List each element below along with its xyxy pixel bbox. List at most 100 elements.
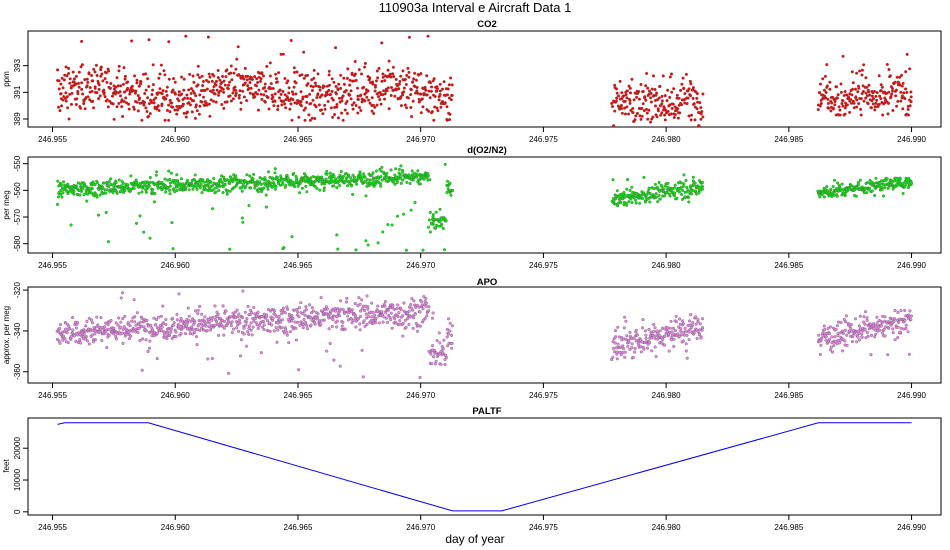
data-point	[866, 181, 870, 185]
data-point	[151, 88, 155, 92]
data-point	[87, 342, 91, 346]
data-point	[188, 103, 193, 107]
data-point	[430, 344, 435, 348]
data-point	[246, 330, 250, 334]
data-point	[628, 101, 632, 105]
data-point	[874, 94, 878, 98]
data-point	[119, 189, 123, 193]
data-point	[699, 117, 703, 121]
data-point	[855, 71, 859, 75]
data-point	[843, 106, 847, 110]
data-point	[282, 246, 286, 250]
x-tick-label: 246.985	[774, 523, 803, 532]
data-point	[642, 175, 646, 179]
data-point	[864, 96, 868, 100]
data-point	[424, 304, 428, 308]
data-point	[56, 195, 61, 199]
data-point	[382, 315, 386, 319]
plot-frame	[27, 156, 942, 254]
data-point	[77, 85, 81, 89]
data-point	[824, 335, 828, 339]
data-point	[261, 319, 265, 324]
data-point	[206, 35, 210, 39]
data-point	[402, 90, 406, 94]
data-point	[653, 104, 658, 108]
data-point	[658, 84, 662, 89]
data-point	[332, 358, 336, 362]
data-point	[845, 333, 849, 337]
data-point	[193, 178, 197, 182]
data-point	[845, 343, 849, 347]
data-point	[419, 72, 423, 76]
data-point	[256, 80, 260, 85]
data-point	[386, 223, 390, 227]
data-point	[901, 181, 905, 185]
y-axis-label: approx. per meg	[2, 306, 11, 364]
data-point	[335, 315, 339, 319]
data-point	[280, 318, 285, 322]
data-point	[336, 88, 340, 92]
x-tick-label: 246.970	[406, 261, 435, 270]
data-point	[189, 87, 193, 91]
data-point	[845, 103, 849, 107]
data-point	[310, 306, 314, 310]
data-point	[401, 170, 405, 174]
data-point	[689, 94, 693, 98]
data-point	[304, 184, 308, 188]
data-point	[248, 80, 252, 85]
data-point	[357, 105, 362, 110]
data-point	[631, 110, 635, 115]
data-point	[126, 80, 130, 84]
data-point	[426, 174, 430, 178]
data-point	[425, 74, 429, 78]
data-point	[618, 79, 622, 83]
data-point	[410, 296, 414, 301]
data-point	[898, 176, 902, 180]
data-point	[426, 225, 431, 229]
data-point	[413, 312, 417, 316]
data-point	[647, 186, 651, 190]
data-point	[158, 72, 162, 76]
data-point	[348, 179, 352, 183]
data-point	[352, 79, 356, 83]
data-point	[634, 114, 638, 118]
data-point	[71, 328, 75, 332]
data-point	[188, 72, 192, 76]
data-point	[256, 326, 260, 331]
data-point	[79, 341, 83, 345]
data-point	[185, 178, 190, 182]
data-point	[658, 329, 662, 333]
data-point	[893, 179, 897, 183]
data-point	[273, 309, 277, 313]
data-point	[117, 316, 121, 320]
data-point	[844, 314, 848, 318]
axis-ticks: 246.955 246.960 246.965 246.970 246.975 246.9…	[13, 155, 927, 270]
data-point	[273, 92, 277, 96]
data-point	[160, 102, 164, 106]
data-point	[883, 334, 887, 338]
data-point	[693, 181, 697, 185]
data-point	[622, 190, 626, 195]
data-point	[844, 320, 848, 324]
data-point	[411, 308, 415, 312]
data-point	[119, 320, 123, 324]
data-point	[430, 362, 434, 366]
data-point	[680, 192, 684, 197]
data-point	[891, 327, 895, 331]
data-point	[88, 86, 92, 90]
data-point	[173, 80, 177, 84]
data-point	[67, 117, 71, 121]
data-point	[387, 107, 391, 111]
data-point	[389, 168, 393, 172]
data-point	[654, 192, 658, 196]
data-point	[283, 76, 287, 81]
data-point	[224, 309, 228, 313]
data-point	[111, 191, 115, 195]
data-point	[403, 103, 407, 107]
data-point	[217, 188, 221, 193]
data-point	[328, 341, 332, 346]
data-point	[367, 98, 371, 102]
data-point	[331, 115, 335, 119]
data-point	[346, 318, 350, 322]
data-point	[825, 84, 829, 88]
